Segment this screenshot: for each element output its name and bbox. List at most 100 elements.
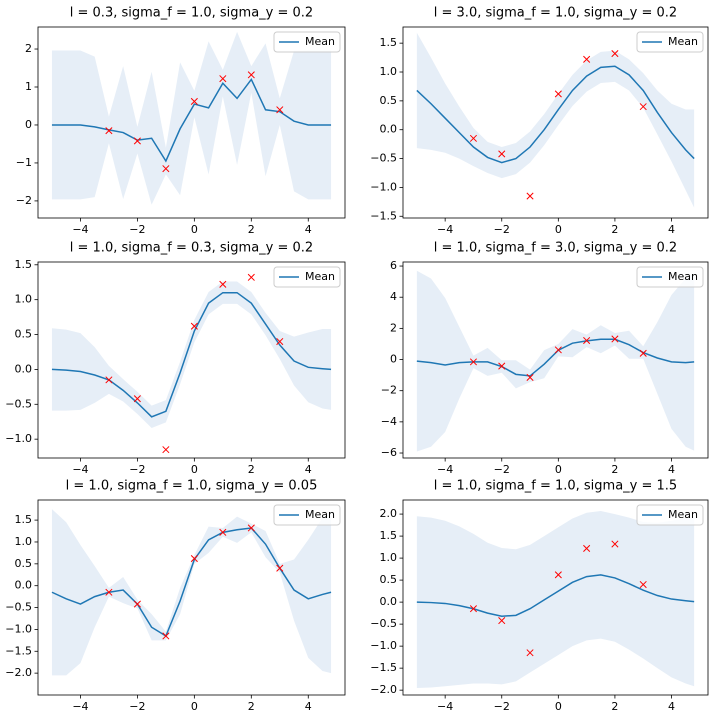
x-tick-label: 2 — [611, 700, 618, 713]
y-tick-label: 0.5 — [15, 557, 33, 570]
subplot: l = 1.0, sigma_f = 3.0, sigma_y = 0.2 −4 −… — [381, 241, 709, 476]
observation — [276, 564, 284, 572]
observation — [247, 273, 255, 281]
x-tick-label: 4 — [668, 463, 675, 476]
x-tick-label: −4 — [437, 223, 453, 236]
x-tick-label: 2 — [248, 463, 255, 476]
y-tick-label: 0.0 — [15, 362, 33, 375]
mean-line — [416, 65, 695, 164]
observation — [190, 555, 198, 563]
observation — [190, 97, 198, 105]
x-tick-label: 4 — [305, 223, 312, 236]
y-tick-label: 0.0 — [380, 595, 398, 608]
confidence-band — [416, 32, 695, 208]
observation — [247, 71, 255, 79]
legend-box — [636, 504, 704, 526]
y-tick-label: −0.5 — [5, 601, 32, 614]
mean-line — [51, 291, 332, 418]
x-tick-label: −2 — [129, 700, 145, 713]
observation — [498, 150, 506, 158]
y-tick-label: −1.5 — [370, 209, 397, 222]
y-tick-label: 1.0 — [380, 65, 398, 78]
confidence-band — [51, 509, 332, 676]
y-tick-label: −1.0 — [370, 180, 397, 193]
observation — [162, 632, 170, 640]
y-tick-label: 1.5 — [15, 258, 33, 271]
y-tick-label: 0.5 — [15, 328, 33, 341]
x-tick-label: −4 — [72, 223, 88, 236]
y-tick-label: −2.0 — [5, 666, 32, 679]
observation — [190, 322, 198, 330]
observation — [162, 165, 170, 173]
observation — [611, 49, 619, 58]
subplot: l = 1.0, sigma_f = 0.3, sigma_y = 0.2 −4 −… — [5, 241, 346, 476]
legend-box — [273, 504, 341, 526]
x-tick-label: 2 — [248, 223, 255, 236]
confidence-band — [416, 270, 695, 452]
y-tick-label: −6 — [381, 446, 397, 459]
y-tick-label: −4 — [381, 415, 397, 428]
legend-label: Mean — [668, 270, 698, 283]
axes-frame — [402, 261, 709, 459]
y-tick-label: −2 — [381, 384, 397, 397]
observation — [583, 336, 591, 345]
observation — [498, 362, 506, 370]
subplot-title: l = 1.0, sigma_f = 1.0, sigma_y = 0.05 — [66, 479, 318, 494]
observation — [469, 134, 478, 142]
x-tick-label: 2 — [248, 700, 255, 713]
observation — [105, 127, 113, 135]
x-tick-label: 0 — [191, 463, 198, 476]
y-tick-label: 6 — [390, 259, 397, 272]
legend-label: Mean — [305, 508, 335, 521]
observation — [611, 540, 619, 548]
x-tick-label: −4 — [437, 700, 453, 713]
observation — [469, 605, 478, 613]
legend-box — [636, 31, 704, 53]
x-tick-label: −4 — [72, 463, 88, 476]
subplot-title: l = 1.0, sigma_f = 0.3, sigma_y = 0.2 — [70, 241, 313, 256]
observation — [162, 446, 170, 454]
observation — [105, 376, 113, 384]
y-tick-label: 2 — [25, 42, 32, 55]
confidence-band — [416, 511, 695, 688]
legend: Mean — [636, 31, 704, 53]
y-tick-label: −1.5 — [5, 644, 32, 657]
x-tick-label: −4 — [72, 700, 88, 713]
x-tick-label: 0 — [555, 700, 562, 713]
x-tick-label: −4 — [437, 463, 453, 476]
observation — [583, 544, 591, 552]
observation — [498, 617, 506, 625]
observation — [276, 106, 284, 114]
x-tick-label: 0 — [555, 223, 562, 236]
observation — [133, 395, 141, 403]
y-tick-label: 2 — [390, 321, 397, 334]
observation — [526, 373, 534, 382]
axes-frame — [37, 26, 346, 219]
subplot-title: l = 3.0, sigma_f = 1.0, sigma_y = 0.2 — [434, 6, 677, 21]
y-tick-label: 1.0 — [380, 551, 398, 564]
legend: Mean — [636, 266, 704, 288]
y-tick-label: 4 — [390, 290, 397, 303]
y-tick-label: −2 — [16, 194, 32, 207]
subplot: l = 1.0, sigma_f = 1.0, sigma_y = 1.5 −4 −… — [370, 479, 709, 713]
observation — [611, 335, 619, 343]
y-tick-label: 1 — [25, 80, 32, 93]
subplot: l = 0.3, sigma_f = 1.0, sigma_y = 0.2 −4 −… — [16, 6, 346, 236]
mean-line — [51, 527, 332, 638]
subplot-title: l = 1.0, sigma_f = 1.0, sigma_y = 1.5 — [434, 479, 677, 494]
observation — [469, 358, 478, 366]
observation — [219, 528, 227, 536]
legend-label: Mean — [668, 508, 698, 521]
y-tick-label: 0.0 — [15, 579, 33, 592]
x-tick-label: 4 — [305, 463, 312, 476]
legend-label: Mean — [305, 270, 335, 283]
axes-frame — [402, 499, 709, 696]
subplot-title: l = 1.0, sigma_f = 3.0, sigma_y = 0.2 — [434, 241, 677, 256]
x-tick-label: 4 — [668, 700, 675, 713]
x-tick-label: 0 — [191, 700, 198, 713]
legend: Mean — [273, 504, 341, 526]
observation — [133, 600, 141, 608]
x-tick-label: −2 — [129, 463, 145, 476]
observation — [639, 349, 647, 357]
